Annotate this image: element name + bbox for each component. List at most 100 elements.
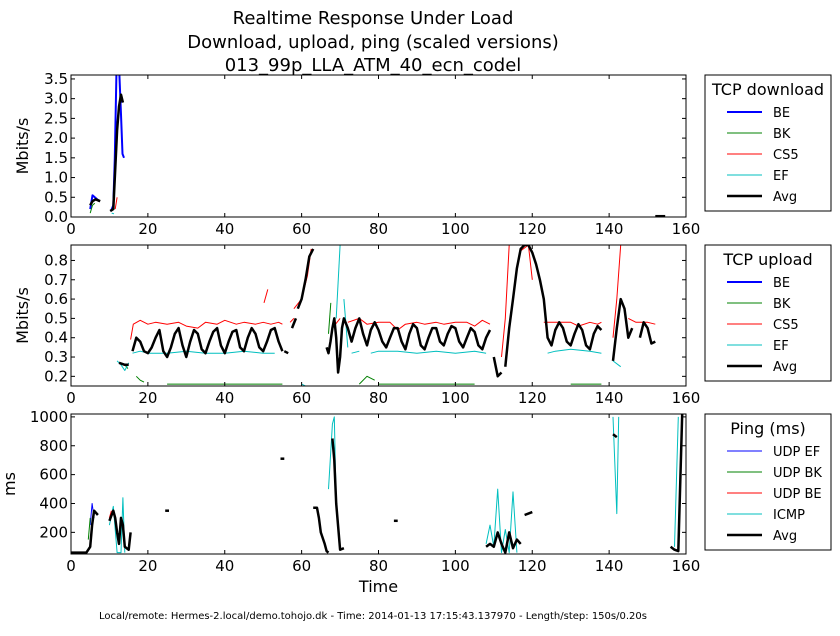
x-tick-label: 20 [138, 557, 157, 575]
series-cs5-segment [263, 289, 269, 304]
legend-title: TCP upload [722, 250, 812, 269]
series-avg-segment [524, 510, 533, 517]
x-tick-label: 100 [441, 557, 470, 575]
series-ef-segment [370, 350, 487, 354]
y-tick-label: 1.5 [44, 149, 68, 167]
y-axis-label: Mbits/s [13, 287, 32, 344]
series-ef-segment [111, 212, 115, 215]
y-tick-label: 3.0 [44, 90, 68, 108]
y-tick-label: 0.6 [44, 290, 68, 308]
series-cs5-segment [289, 318, 295, 323]
legend-label: EF [773, 169, 789, 184]
x-tick-label: 160 [672, 389, 701, 407]
series-avg-segment [108, 509, 132, 551]
y-tick-label: 0.5 [44, 309, 68, 327]
legend-label: ICMP [773, 508, 805, 523]
series-avg-segment [290, 317, 298, 329]
y-tick-label: 0.2 [44, 367, 68, 385]
series-udp-bk-segment [87, 517, 91, 540]
y-tick-label: 0.3 [44, 348, 68, 366]
series-avg-segment [71, 509, 99, 554]
legend: TCP upload BE BK CS5 EF Avg [704, 244, 832, 382]
series-avg-segment [313, 506, 330, 554]
legend-label: BK [773, 297, 791, 312]
series-ef-segment [335, 245, 341, 319]
y-axis-label: Mbits/s [13, 118, 32, 175]
x-tick-label: 160 [672, 557, 701, 575]
x-tick-label: 120 [518, 389, 547, 407]
legend-label: Avg [773, 529, 797, 544]
series-avg-segment [611, 297, 634, 362]
y-tick-label: 600 [39, 466, 68, 484]
x-tick-label: 80 [369, 389, 388, 407]
series-bk-segment [135, 375, 145, 383]
series-avg-segment [331, 438, 345, 551]
x-tick-label: 100 [441, 389, 470, 407]
legend-title: Ping (ms) [730, 419, 806, 438]
x-tick-label: 140 [595, 389, 624, 407]
series-group [89, 75, 666, 217]
legend-box [704, 74, 832, 212]
series-group [116, 245, 656, 386]
x-tick-label: 120 [518, 220, 547, 238]
legend: TCP download BE BK CS5 EF Avg [704, 74, 832, 212]
series-avg-segment [131, 326, 284, 359]
y-tick-label: 0.4 [44, 329, 68, 347]
legend-box [704, 244, 832, 382]
chart-panels: 0 20 40 60 80 100 120 140 1600.00.51.01.52.02.53… [0, 70, 832, 596]
legend-label: Avg [773, 360, 797, 375]
series-avg-segment [669, 414, 684, 553]
chart-title-line-2: Download, upload, ping (scaled versions) [187, 32, 559, 53]
x-tick-label: 80 [369, 557, 388, 575]
x-tick-label: 100 [441, 220, 470, 238]
x-tick-label: 60 [292, 389, 311, 407]
x-tick-label: 0 [66, 557, 76, 575]
x-tick-label: 40 [215, 557, 234, 575]
x-tick-label: 140 [595, 557, 624, 575]
series-avg-segment [325, 317, 492, 374]
chart-title-line-1: Realtime Response Under Load [233, 8, 514, 29]
series-cs5-segment [347, 317, 491, 331]
legend-label: Avg [773, 190, 797, 205]
y-tick-label: 1.0 [44, 169, 68, 187]
series-cs5-segment [114, 197, 118, 210]
series-icmp-segment [612, 416, 620, 515]
y-tick-label: 1000 [30, 408, 68, 426]
x-tick-label: 60 [292, 220, 311, 238]
y-tick-label: 800 [39, 437, 68, 455]
y-tick-label: 200 [39, 523, 68, 541]
series-icmp-segment [674, 416, 679, 547]
series-cs5-segment [543, 321, 602, 327]
series-cs5-segment [501, 245, 510, 358]
series-avg-segment [283, 350, 289, 355]
series-cs5-segment [130, 319, 283, 340]
legend-label: CS5 [773, 148, 799, 163]
series-group [71, 414, 684, 554]
legend-label: UDP BE [773, 487, 822, 502]
legend-label: BK [773, 127, 791, 142]
series-icmp-segment [485, 488, 518, 554]
series-avg-segment [612, 433, 618, 439]
series-avg-segment [109, 93, 125, 213]
series-icmp-segment [108, 497, 126, 554]
panel-1: 0 20 40 60 80 100 120 140 1600.00.51.01.52.02.53… [13, 70, 832, 238]
y-tick-label: 0.8 [44, 251, 68, 269]
y-tick-label: 3.5 [44, 70, 68, 88]
x-tick-label: 0 [66, 220, 76, 238]
series-ef-segment [301, 383, 307, 386]
x-tick-label: 80 [369, 220, 388, 238]
plot-frame [70, 244, 687, 387]
x-tick-label: 60 [292, 557, 311, 575]
legend: Ping (ms) UDP EF UDP BK UDP BE ICMP Avg [704, 413, 832, 551]
x-tick-label: 20 [138, 220, 157, 238]
x-tick-label: 120 [518, 557, 547, 575]
series-avg-segment [296, 248, 315, 310]
x-tick-label: 160 [672, 220, 701, 238]
x-tick-label: 20 [138, 389, 157, 407]
series-cs5-segment [628, 317, 656, 325]
series-avg-segment [504, 245, 603, 367]
x-tick-label: 40 [215, 220, 234, 238]
y-axis-label: ms [0, 472, 19, 496]
